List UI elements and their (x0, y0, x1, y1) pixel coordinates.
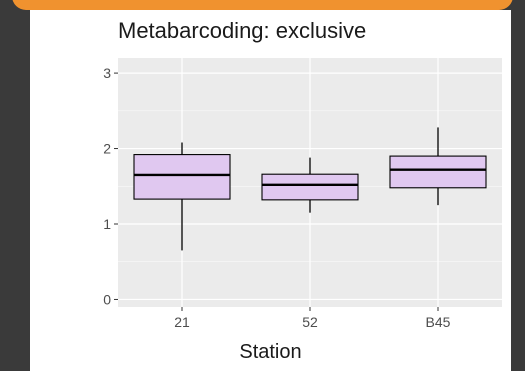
y-tick-label: 3 (103, 65, 111, 81)
chart-title: Metabarcoding: exclusive (118, 18, 367, 43)
box-21 (133, 154, 231, 200)
y-tick-label: 2 (103, 141, 111, 157)
y-tick-label: 0 (103, 291, 111, 307)
x-tick-label: 52 (302, 314, 318, 330)
boxplot-chart: 0 1 2 3 21 52 B45 (103, 58, 502, 330)
chart-card: Metabarcoding: exclusive 0 1 2 3 21 52 B45 Sta… (30, 10, 511, 371)
x-tick-label: B45 (426, 314, 451, 330)
accent-band-shape (12, 0, 513, 10)
y-tick-label: 1 (103, 216, 111, 232)
accent-band (0, 0, 525, 10)
x-tick-label: 21 (174, 314, 190, 330)
x-axis-title: Station (239, 341, 302, 363)
box-52 (261, 173, 359, 201)
box-B45 (389, 155, 487, 189)
